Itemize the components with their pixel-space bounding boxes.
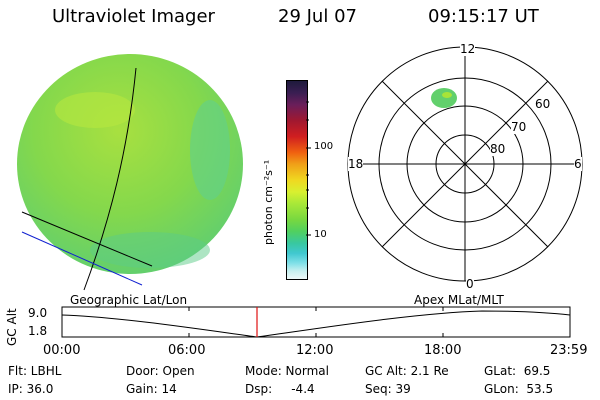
- mlt-0-label: 0: [466, 277, 474, 291]
- polar-diag-2: [381, 80, 549, 248]
- xtick-2359: 23:59: [550, 343, 588, 358]
- date-label: 29 Jul 07: [278, 6, 357, 27]
- auroral-image: [17, 54, 243, 291]
- glat-info: GLat: 69.5: [484, 364, 551, 378]
- polar-grid: [347, 46, 583, 282]
- colorbar-unit-label: photon cm⁻²s⁻¹: [262, 159, 275, 245]
- aurora-patch: [431, 88, 457, 108]
- gc-alt-info: GC Alt: 2.1 Re: [365, 364, 449, 378]
- colorbar-tick-100: 100: [314, 141, 334, 152]
- xtick-1200: 12:00: [296, 343, 334, 358]
- xtick-0600: 06:00: [168, 343, 206, 358]
- glon-info: GLon: 53.5: [484, 382, 554, 396]
- gain-info: Gain: 14: [126, 382, 177, 396]
- mlat-80-label: 80: [490, 142, 506, 156]
- mlat-60-label: 60: [535, 97, 551, 111]
- instrument-title: Ultraviolet Imager: [52, 6, 215, 27]
- altitude-ytick-high: 9.0: [28, 306, 48, 320]
- mlat-70-label: 70: [511, 120, 527, 134]
- mlt-18-label: 18: [348, 157, 364, 171]
- latitude-line-black: [21, 211, 153, 267]
- altitude-ytick-low: 1.8: [28, 324, 48, 338]
- door-info: Door: Open: [126, 364, 195, 378]
- apex-label: Apex MLat/MLT: [414, 293, 504, 307]
- geographic-label: Geographic Lat/Lon: [70, 293, 188, 307]
- xtick-1800: 18:00: [424, 343, 462, 358]
- ip-info: IP: 36.0: [8, 382, 54, 396]
- mlt-6-label: 6: [574, 157, 582, 171]
- filter-info: Flt: LBHL: [8, 364, 62, 378]
- seq-info: Seq: 39: [365, 382, 411, 396]
- colorbar: [286, 80, 308, 280]
- mlt-12-label: 12: [460, 42, 476, 56]
- time-label: 09:15:17 UT: [428, 6, 539, 27]
- xtick-0000: 00:00: [43, 343, 81, 358]
- mode-info: Mode: Normal: [245, 364, 329, 378]
- colorbar-ticks: [306, 101, 311, 236]
- latitude-line-blue: [21, 231, 143, 286]
- altitude-curve: [61, 310, 571, 338]
- colorbar-tick-10: 10: [314, 229, 327, 240]
- dsp-info: Dsp: -4.4: [245, 382, 315, 396]
- altitude-plot: [61, 306, 571, 338]
- altitude-ylabel: GC Alt: [5, 308, 19, 346]
